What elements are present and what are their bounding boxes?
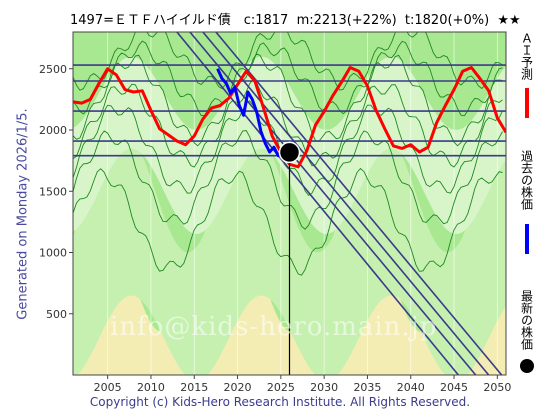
watermark-text: info@kids-hero.main.jp (110, 312, 438, 342)
band-lines (73, 32, 503, 276)
legend-latest-price-label: 最新の株価 (519, 290, 534, 350)
latest-price-marker (278, 141, 301, 164)
y-tick-label: 1000 (39, 247, 67, 260)
x-tick-label: 2015 (180, 381, 208, 394)
legend-past-price: 過去の株価 (513, 150, 541, 210)
x-tick-label: 2020 (224, 381, 252, 394)
past-price-line (216, 68, 291, 158)
copyright-footer: Copyright (c) Kids-Hero Research Institu… (89, 395, 471, 409)
x-tick-label: 2005 (94, 381, 122, 394)
x-tick-label: 2040 (397, 381, 425, 394)
x-tick-label: 2050 (483, 381, 511, 394)
y-tick-label: 2500 (39, 63, 67, 76)
x-tick-label: 2035 (353, 381, 381, 394)
envelope-line (73, 100, 503, 197)
x-axis-ticks: 2005 2010 2015 2020 2025 2030 2035 2040 2045 2050 (94, 375, 511, 394)
y-tick-label: 2000 (39, 124, 67, 137)
envelope-line (73, 40, 503, 117)
legend-ai-forecast: ＡＩ予測 (513, 32, 541, 80)
trend-line (202, 32, 490, 375)
trend-channel (176, 32, 503, 375)
legend-ai-forecast-label: ＡＩ予測 (519, 32, 534, 80)
generated-date-label: Generated on Monday 2026/1/5. (15, 108, 31, 320)
trend-line (215, 32, 503, 375)
x-tick-label: 2030 (310, 381, 338, 394)
y-axis-ticks: 500 1000 1500 2000 2500 (39, 63, 73, 321)
x-tick-label: 2010 (137, 381, 165, 394)
trend-line (189, 32, 477, 375)
envelope-line (73, 130, 503, 230)
envelope-line (73, 53, 503, 147)
chart-title: 1497=ＥＴＦハイイルド債 c:1817 m:2213(+22%) t:182… (70, 13, 521, 28)
x-tick-label: 2025 (267, 381, 295, 394)
envelope-line (73, 167, 503, 276)
plot-frame (72, 31, 507, 376)
legend-past-price-label: 過去の株価 (519, 150, 534, 210)
trend-line (176, 32, 459, 375)
legend-lines (520, 88, 534, 373)
legend-latest-swatch (520, 359, 534, 373)
x-tick-label: 2045 (440, 381, 468, 394)
y-tick-label: 500 (46, 308, 67, 321)
y-tick-label: 1500 (39, 185, 67, 198)
envelope-line (73, 79, 503, 168)
envelope-line (73, 32, 503, 91)
latest-marker-group (278, 141, 301, 375)
legend-latest-price: 最新の株価 (513, 290, 541, 350)
